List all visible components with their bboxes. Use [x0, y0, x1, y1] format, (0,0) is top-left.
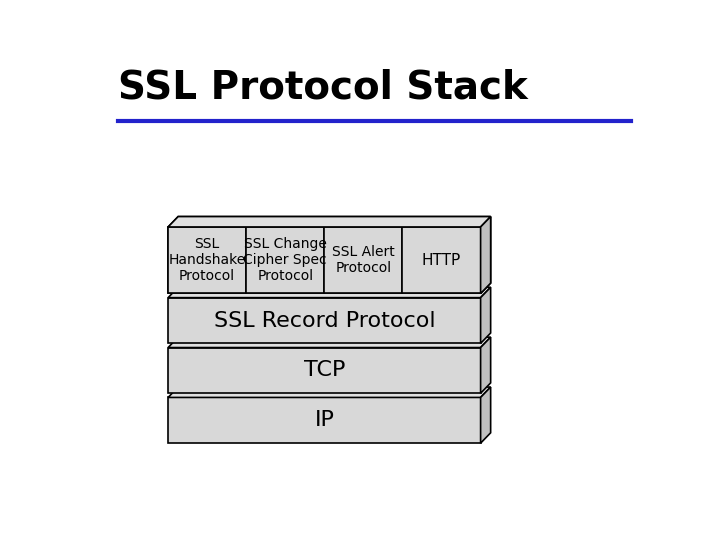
- Bar: [168, 298, 481, 343]
- Polygon shape: [168, 337, 490, 348]
- Bar: [168, 348, 481, 393]
- Polygon shape: [168, 217, 490, 227]
- Text: SSL Alert
Protocol: SSL Alert Protocol: [332, 245, 395, 275]
- Polygon shape: [168, 387, 490, 397]
- Polygon shape: [481, 217, 490, 294]
- Polygon shape: [481, 337, 490, 393]
- Bar: [246, 227, 324, 294]
- Text: SSL Protocol Stack: SSL Protocol Stack: [118, 69, 528, 106]
- Polygon shape: [481, 287, 490, 343]
- Bar: [324, 227, 402, 294]
- Polygon shape: [168, 217, 490, 227]
- Text: SSL Change
Cipher Spec
Protocol: SSL Change Cipher Spec Protocol: [243, 237, 327, 284]
- Text: SSL
Handshake
Protocol: SSL Handshake Protocol: [168, 237, 246, 284]
- Bar: [168, 227, 481, 294]
- Polygon shape: [481, 217, 490, 294]
- Text: SSL Record Protocol: SSL Record Protocol: [214, 310, 435, 330]
- Text: IP: IP: [315, 410, 334, 430]
- Bar: [168, 227, 246, 294]
- Polygon shape: [168, 287, 490, 298]
- Bar: [402, 227, 481, 294]
- Text: HTTP: HTTP: [422, 253, 462, 268]
- Polygon shape: [481, 387, 490, 443]
- Bar: [168, 397, 481, 443]
- Text: TCP: TCP: [304, 360, 345, 380]
